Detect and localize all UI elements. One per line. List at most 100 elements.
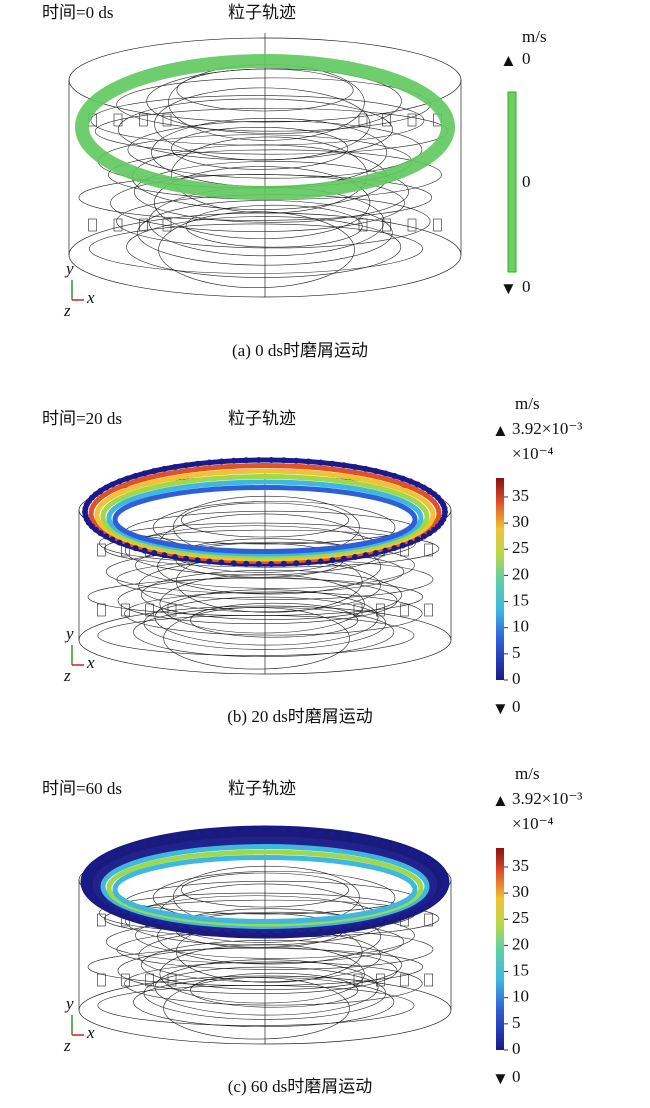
- trajectory: [154, 589, 379, 646]
- particle: [183, 555, 190, 562]
- magnet: [139, 218, 148, 232]
- particle: [243, 930, 250, 937]
- trajectory: [137, 200, 393, 266]
- particle: [362, 835, 369, 842]
- particle: [420, 484, 427, 491]
- particle: [362, 922, 369, 929]
- cylinder: [68, 33, 462, 298]
- axis-x: x: [86, 288, 95, 307]
- magnet: [407, 218, 417, 232]
- particle: [88, 494, 95, 501]
- particle: [92, 896, 99, 903]
- particle-ring: [112, 485, 418, 554]
- particle: [399, 912, 406, 919]
- particle: [293, 930, 300, 937]
- particle: [124, 542, 131, 549]
- colorbar-tick-label: 25: [512, 538, 529, 557]
- trajectory: [157, 908, 382, 965]
- particle: [441, 875, 448, 882]
- magnet: [358, 218, 368, 232]
- particle: [305, 828, 312, 835]
- particle: [109, 851, 116, 858]
- particle: [172, 463, 178, 470]
- particle: [116, 478, 123, 485]
- trajectory: [126, 216, 402, 278]
- particle: [109, 536, 116, 543]
- panel: 时间=0 ds 粒子轨迹 yxz m/s ▲ 0 0 ▼ 0 (a) 0 ds时磨屑运动: [42, 3, 547, 360]
- particle: [243, 457, 250, 464]
- particle: [103, 854, 110, 861]
- magnet: [145, 973, 154, 987]
- particle: [352, 924, 358, 931]
- particle: [194, 927, 201, 934]
- particle: [161, 922, 168, 929]
- colorbar-tick-label: 35: [512, 856, 529, 875]
- trajectory: [135, 541, 415, 589]
- colorbar: [507, 91, 517, 273]
- particle: [329, 460, 336, 467]
- trajectory: [157, 538, 382, 595]
- particle: [218, 559, 225, 566]
- particle: [420, 533, 427, 540]
- axis-z: z: [63, 301, 71, 320]
- unit: m/s: [522, 27, 547, 46]
- caption: (a) 0 ds时磨屑运动: [232, 341, 368, 360]
- magnet: [376, 603, 385, 617]
- magnet: [113, 113, 123, 127]
- colorbar-tick-label: 10: [512, 987, 529, 1006]
- arrow: ▲: [492, 421, 509, 440]
- particle: [183, 925, 190, 932]
- particle: [280, 930, 287, 937]
- particle: [206, 928, 213, 935]
- magnet: [376, 973, 385, 987]
- particle: [352, 833, 358, 840]
- particle: [183, 462, 190, 469]
- particle: [407, 478, 414, 485]
- arrow: ▼: [500, 279, 517, 298]
- axis-x: x: [86, 653, 95, 672]
- particle: [141, 840, 148, 847]
- particle: [116, 848, 123, 855]
- trajectory: [163, 607, 350, 670]
- particle: [141, 470, 148, 477]
- particle: [97, 530, 104, 537]
- magnet: [97, 543, 106, 557]
- particle: [372, 838, 379, 845]
- particle: [97, 487, 104, 494]
- particle: [109, 481, 116, 488]
- particle: [97, 900, 104, 907]
- particle: [305, 929, 312, 936]
- magnet: [353, 973, 363, 987]
- arrow: ▼: [492, 1069, 509, 1088]
- particle: [268, 560, 275, 567]
- particle: [329, 927, 336, 934]
- plot-title: 粒子轨迹: [228, 3, 296, 22]
- particle: [391, 472, 398, 479]
- plot-title: 粒子轨迹: [228, 409, 296, 428]
- magnet: [97, 913, 106, 927]
- particle: [132, 842, 139, 849]
- particle: [268, 827, 275, 834]
- particle: [103, 484, 110, 491]
- axis-y: y: [64, 259, 74, 278]
- particle: [426, 530, 433, 537]
- particle: [161, 465, 168, 472]
- particle: [218, 929, 225, 936]
- colorbar-tick-label: 0: [512, 1039, 521, 1058]
- axis-x: x: [86, 1023, 95, 1042]
- trajectory: [124, 961, 423, 1006]
- particle: [124, 475, 131, 482]
- particle: [151, 468, 158, 475]
- unit: m/s: [515, 394, 540, 413]
- particle: [414, 481, 421, 488]
- trajectory: [134, 161, 410, 223]
- magnet: [162, 218, 172, 232]
- colorbar-tick-label: 0: [512, 669, 521, 688]
- particle: [92, 526, 99, 533]
- particle: [116, 909, 123, 916]
- particle: [255, 930, 262, 937]
- particle: [340, 555, 347, 562]
- panel: 时间=20 ds 粒子轨迹 yxz m/s ▲ 3.92×10⁻³ ×10⁻⁴ 35 30 25 2…: [42, 394, 582, 726]
- trajectory: [117, 98, 393, 161]
- particle: [268, 457, 275, 464]
